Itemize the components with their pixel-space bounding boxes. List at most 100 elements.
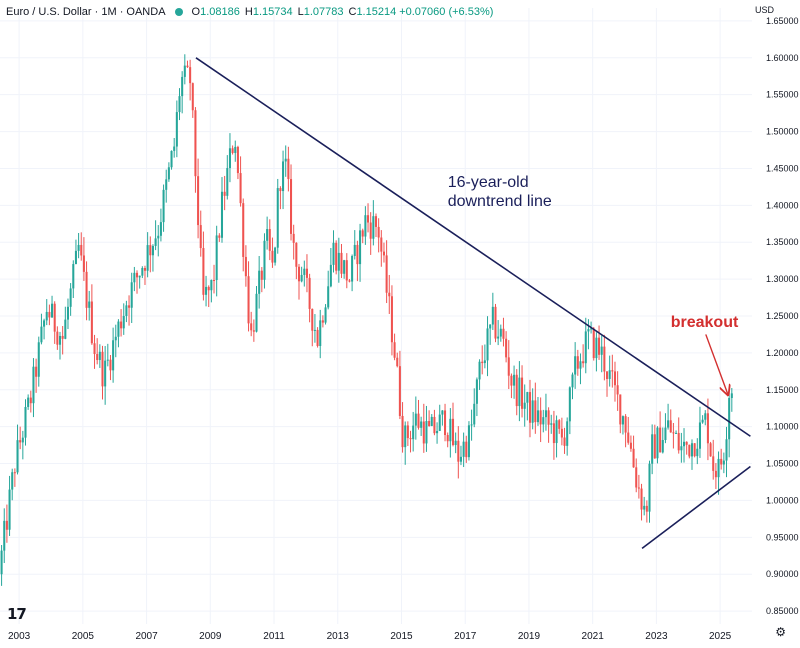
candle-body	[667, 420, 670, 428]
candle-body	[228, 148, 231, 169]
candle-body	[385, 255, 388, 293]
candle-body	[93, 343, 96, 355]
candle-body	[682, 441, 686, 447]
open-label: O	[191, 6, 201, 18]
candle-body	[598, 337, 601, 355]
candle-body	[231, 148, 234, 153]
y-tick-label: 1.55000	[766, 90, 799, 100]
currency-label[interactable]: USD	[754, 5, 774, 15]
candle-body	[90, 301, 93, 344]
candle-body	[566, 421, 569, 446]
trendline[interactable]	[195, 57, 751, 437]
candle-body	[247, 276, 250, 324]
annotations: 16-year-old downtrend line breakout	[448, 174, 739, 395]
candle-body	[239, 173, 242, 204]
candle-body	[356, 244, 359, 265]
candle-body	[329, 264, 332, 287]
candle-body	[698, 422, 701, 449]
y-tick-label: 1.45000	[766, 163, 799, 173]
candle-body	[234, 146, 237, 153]
candle-body	[590, 328, 593, 330]
candle-body	[714, 470, 717, 478]
candle-body	[202, 248, 205, 295]
candle-body	[138, 275, 141, 278]
candle-body	[332, 242, 335, 265]
symbol-title[interactable]: Euro / U.S. Dollar · 1M · OANDA	[6, 6, 166, 18]
trendlines	[195, 57, 751, 550]
candle-body	[454, 440, 457, 446]
candle-body	[250, 323, 253, 331]
candle-body	[125, 305, 128, 316]
candle-body	[571, 374, 574, 388]
candle-body	[146, 245, 149, 271]
candle-body	[473, 403, 476, 425]
change-value: +0.07060 (+6.53%)	[399, 6, 494, 18]
candle-body	[151, 245, 154, 256]
x-axis[interactable]: 2003 2005 2007 2009 2011 2013 2015 2017 2019 2021…	[8, 631, 732, 642]
candle-body	[369, 222, 372, 239]
y-axis[interactable]: 0.85000 0.90000 0.95000 1.00000 1.05000 1.100…	[766, 16, 799, 616]
candle-body	[361, 230, 364, 237]
annotation-text: breakout	[671, 314, 739, 331]
candle-body	[542, 417, 545, 425]
candle-body	[475, 379, 478, 404]
symbol-legend: Euro / U.S. Dollar · 1M · OANDA O 1.08186…	[6, 3, 496, 21]
candle-body	[321, 320, 324, 323]
candle-body	[560, 428, 563, 438]
candle-body	[720, 458, 723, 465]
candle-body	[459, 456, 462, 462]
candle-body	[709, 443, 712, 457]
candle-body	[632, 448, 635, 468]
candle-body	[619, 394, 622, 425]
candle-body	[45, 311, 48, 321]
candle-body	[420, 421, 423, 428]
candle-body	[536, 410, 540, 423]
candle-body	[170, 150, 173, 168]
gear-icon[interactable]: ⚙	[775, 625, 786, 639]
candle-body	[340, 252, 343, 274]
candle-body	[531, 400, 534, 423]
candle-body	[523, 402, 526, 409]
candle-body	[56, 331, 59, 345]
candle-body	[21, 437, 24, 443]
candle-body	[85, 271, 88, 308]
candle-body	[13, 472, 16, 474]
candle-body	[252, 330, 255, 332]
candle-body	[276, 188, 279, 248]
candle-body	[406, 425, 409, 439]
candle-body	[32, 366, 35, 404]
candle-body	[220, 191, 224, 238]
candle-body	[88, 301, 91, 308]
x-tick-label: 2025	[709, 631, 732, 642]
trendline[interactable]	[641, 465, 751, 550]
candle-body	[244, 256, 247, 277]
candle-body	[706, 413, 709, 444]
candle-body	[74, 250, 77, 265]
annotation-text: 16-year-old	[448, 174, 529, 191]
candle-body	[61, 335, 64, 339]
market-status-dot-icon	[174, 8, 183, 16]
candle-body	[186, 65, 189, 68]
high-value: 1.15734	[252, 6, 293, 18]
candle-body	[189, 67, 192, 84]
candle-body	[117, 321, 120, 337]
candle-body	[722, 460, 725, 465]
candle-body	[51, 303, 54, 318]
candle-body	[635, 467, 638, 488]
candle-body	[183, 65, 186, 77]
candle-body	[173, 146, 176, 151]
y-tick-label: 1.35000	[766, 237, 799, 247]
candle-body	[600, 346, 603, 355]
candle-body	[409, 438, 412, 440]
candle-body	[661, 439, 664, 453]
candle-body	[165, 179, 168, 190]
x-tick-label: 2005	[72, 631, 95, 642]
candle-body	[497, 336, 500, 339]
candle-body	[441, 410, 444, 415]
candle-body	[518, 377, 521, 407]
candle-body	[502, 328, 505, 339]
candle-body	[66, 306, 70, 320]
x-tick-label: 2013	[327, 631, 350, 642]
tradingview-logo-icon[interactable]: 17	[7, 605, 27, 623]
